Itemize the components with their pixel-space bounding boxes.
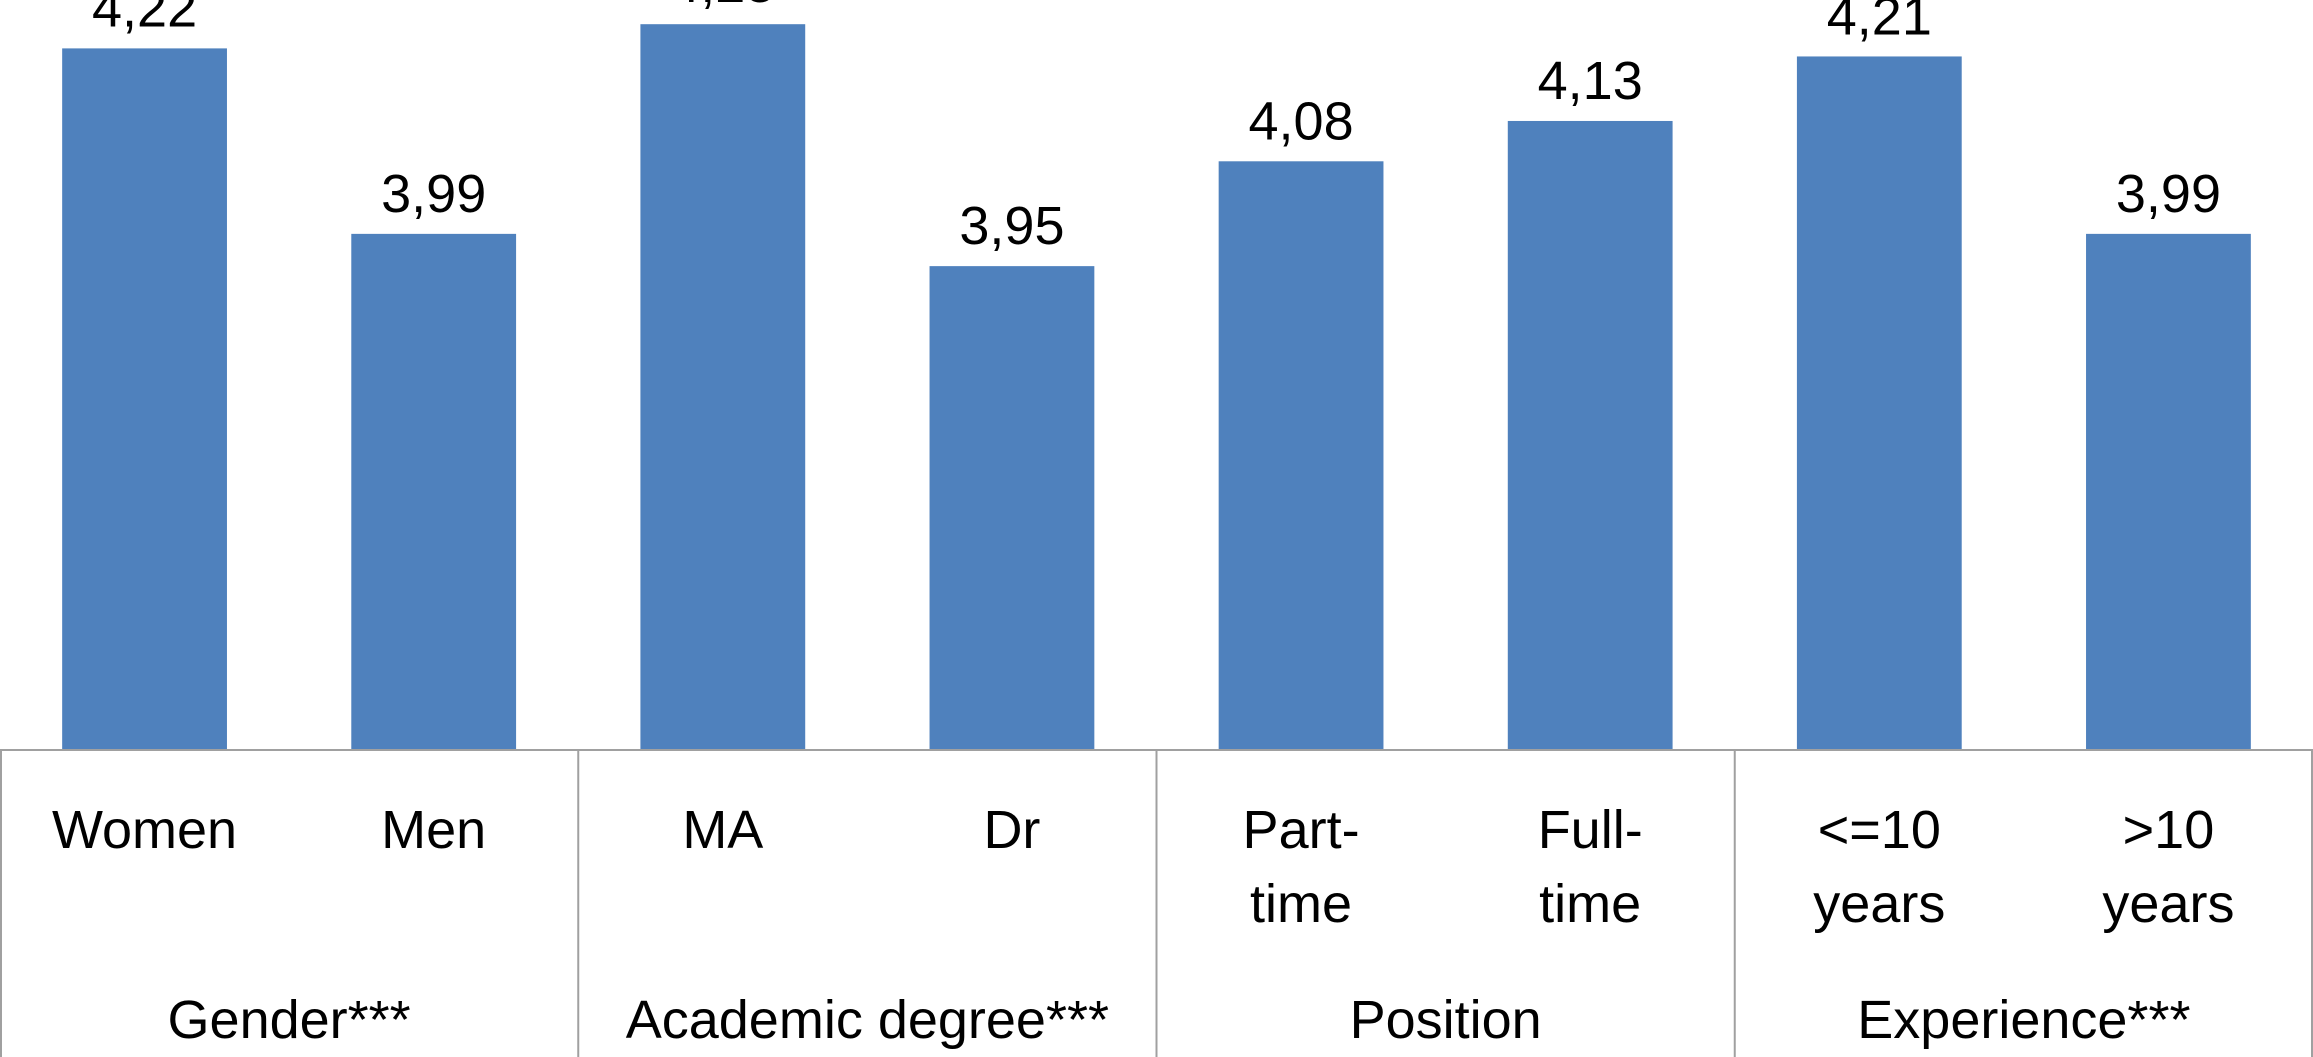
bar [1796, 56, 1962, 751]
category-label: time [1250, 874, 1352, 934]
data-label: 4,22 [92, 0, 197, 38]
bar [929, 266, 1095, 750]
bar [1218, 161, 1384, 750]
category-label: >10 [2123, 800, 2215, 860]
category-label: Part- [1243, 800, 1360, 860]
category-label: Women [52, 800, 237, 860]
group-label: Experience*** [1857, 990, 2190, 1050]
bar [1507, 120, 1673, 750]
group-label: Position [1350, 990, 1542, 1050]
category-label: Full- [1538, 800, 1643, 860]
group-label: Gender*** [168, 990, 411, 1050]
bar [640, 24, 806, 751]
bar [62, 48, 227, 751]
bar [351, 233, 517, 750]
category-label: <=10 [1818, 800, 1941, 860]
category-label: Dr [983, 800, 1040, 860]
category-label: time [1539, 874, 1641, 934]
data-label: 4,21 [1827, 0, 1932, 46]
category-label: years [2102, 874, 2234, 934]
data-label: 3,99 [2116, 164, 2221, 224]
category-label: years [1813, 874, 1945, 934]
bar [2086, 233, 2251, 750]
data-label: 4,13 [1538, 51, 1643, 111]
category-label: Men [381, 800, 486, 860]
data-label: 4,25 [670, 0, 775, 14]
group-label: Academic degree*** [626, 990, 1109, 1050]
data-label: 3,99 [381, 164, 486, 224]
category-label: MA [682, 800, 763, 860]
data-label: 4,08 [1249, 91, 1354, 151]
data-label: 3,95 [959, 196, 1064, 256]
